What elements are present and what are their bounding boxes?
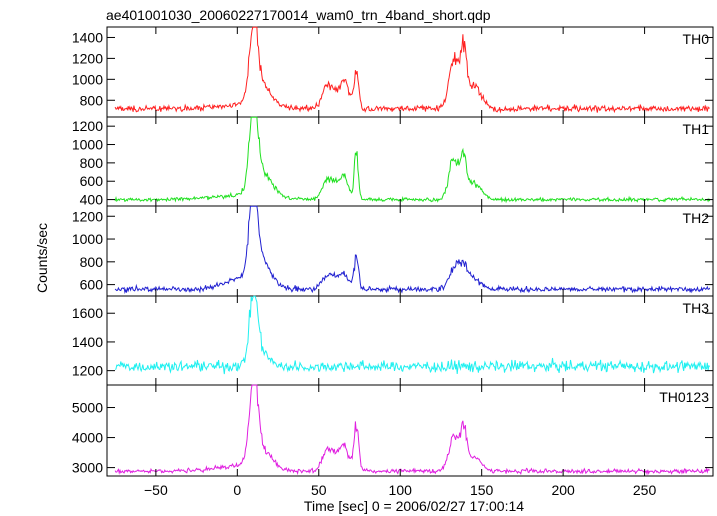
series-line-th2 bbox=[114, 205, 711, 295]
y-tick-label: 600 bbox=[80, 173, 104, 189]
series-line-th0 bbox=[114, 26, 710, 114]
panel-frame bbox=[106, 384, 714, 477]
y-tick-label: 1200 bbox=[72, 50, 103, 66]
panel-label-th2: TH2 bbox=[683, 210, 710, 226]
y-tick-label: 1000 bbox=[72, 137, 103, 153]
y-tick-label: 800 bbox=[80, 254, 104, 270]
y-tick-label: 1400 bbox=[72, 334, 103, 350]
y-tick-label: 600 bbox=[80, 277, 104, 293]
y-tick-label: 400 bbox=[80, 192, 104, 208]
x-tick-label: 200 bbox=[551, 482, 575, 498]
x-tick-label: 0 bbox=[233, 482, 241, 498]
y-axis-title: Counts/sec bbox=[34, 223, 50, 293]
series-line-th3 bbox=[114, 295, 711, 375]
panel-frame bbox=[106, 26, 714, 118]
x-tick-label: 250 bbox=[633, 482, 657, 498]
y-tick-label: 3000 bbox=[72, 460, 103, 476]
y-tick-label: 1200 bbox=[72, 118, 103, 134]
x-tick-label: 50 bbox=[311, 482, 327, 498]
y-tick-label: 5000 bbox=[72, 400, 103, 416]
x-axis-title: Time [sec] 0 = 2006/02/27 17:00:14 bbox=[304, 498, 524, 514]
panel-frame bbox=[106, 116, 714, 207]
panel-label-th3: TH3 bbox=[683, 300, 710, 316]
x-tick-label: 150 bbox=[470, 482, 494, 498]
y-tick-label: 4000 bbox=[72, 430, 103, 446]
panel-label-th0: TH0 bbox=[683, 31, 710, 47]
panel-frame bbox=[106, 205, 714, 297]
y-tick-label: 1600 bbox=[72, 305, 103, 321]
panel-label-th1: TH1 bbox=[683, 121, 710, 137]
y-tick-label: 1400 bbox=[72, 29, 103, 45]
chart-title: ae401001030_20060227170014_wam0_trn_4ban… bbox=[106, 7, 491, 23]
x-tick-label: −50 bbox=[144, 482, 168, 498]
y-tick-label: 1000 bbox=[72, 231, 103, 247]
series-line-th0123 bbox=[114, 384, 711, 476]
y-tick-label: 800 bbox=[80, 92, 104, 108]
panel-frame bbox=[106, 295, 714, 386]
series-line-th1 bbox=[114, 116, 711, 204]
x-tick-label: 100 bbox=[389, 482, 413, 498]
y-tick-label: 800 bbox=[80, 155, 104, 171]
y-tick-label: 1200 bbox=[72, 208, 103, 224]
y-tick-label: 1200 bbox=[72, 363, 103, 379]
panel-label-th0123: TH0123 bbox=[659, 389, 709, 405]
y-tick-label: 1000 bbox=[72, 71, 103, 87]
